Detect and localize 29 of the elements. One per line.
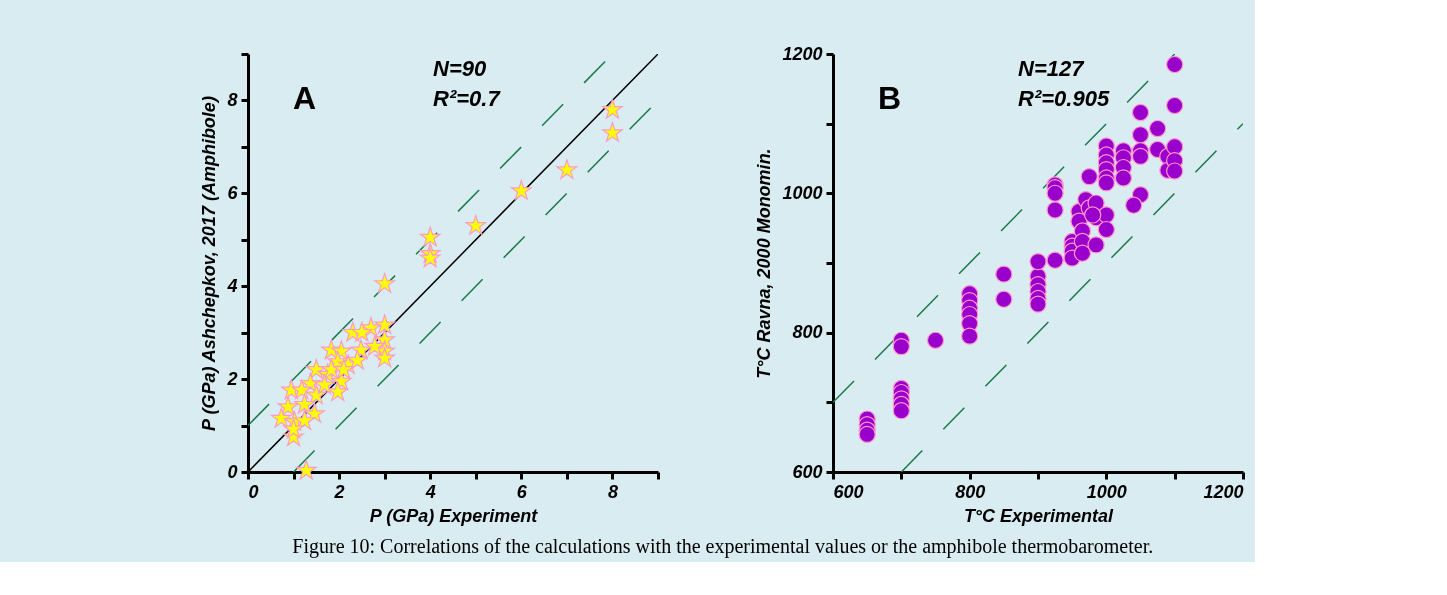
y-tick-label: 600 xyxy=(792,461,823,482)
annotation: N=90 xyxy=(433,56,487,81)
y-tick-label: 800 xyxy=(792,322,823,343)
y-tick-label: 0 xyxy=(227,461,238,482)
x-tick-label: 2 xyxy=(333,481,345,502)
y-tick-label: 8 xyxy=(227,89,238,110)
x-tick-label: 1000 xyxy=(1086,481,1127,502)
y-tick-label: 6 xyxy=(227,182,239,203)
x-tick-label: 1200 xyxy=(1203,481,1244,502)
x-tick-label: 600 xyxy=(833,481,864,502)
y-tick-label: 2 xyxy=(226,368,238,389)
annotation: A xyxy=(293,80,317,116)
annotation: N=127 xyxy=(1018,56,1086,81)
caption: Figure 10: Correlations of the calculations with the experimental values or the amphibole thermobarometer. xyxy=(292,535,1154,558)
y-tick-label: 1000 xyxy=(782,182,823,203)
y-axis-title: T°C Ravna, 2000 Monomin. xyxy=(754,148,775,379)
x-axis-title: T°C Experimental xyxy=(963,505,1115,526)
y-tick-label: 4 xyxy=(226,275,238,296)
x-tick-label: 6 xyxy=(516,481,528,502)
x-tick-label: 0 xyxy=(248,481,259,502)
x-axis-title: P (GPa) Experiment xyxy=(369,505,539,526)
y-tick-label: 1200 xyxy=(782,43,823,64)
x-tick-label: 8 xyxy=(607,481,618,502)
y-axis-title: P (GPa) Ashchepkov, 2017 (Amphibole) xyxy=(199,96,220,431)
annotation: R²=0.905 xyxy=(1018,86,1110,111)
x-tick-label: 4 xyxy=(424,481,436,502)
x-tick-label: 800 xyxy=(955,481,986,502)
annotation: B xyxy=(878,80,902,116)
annotation: R²=0.7 xyxy=(433,86,502,111)
